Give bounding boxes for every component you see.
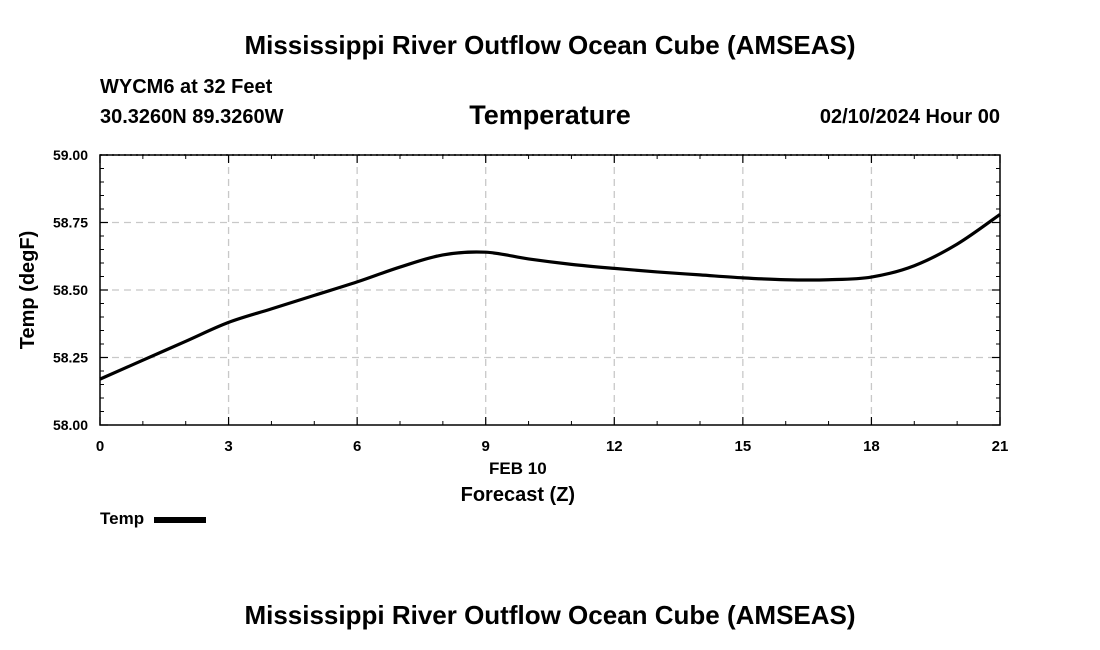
x-tick-label: 12 [606,438,623,455]
station-coordinates: 30.3260N 89.3260W [100,106,284,128]
x-axis-label: Forecast (Z) [461,484,575,506]
y-tick-label: 59.00 [53,147,88,163]
y-tick-label: 58.50 [53,282,88,298]
x-tick-label: 3 [224,438,232,455]
grid-lines [100,154,1000,425]
x-tick-label: 6 [353,438,361,455]
legend: Temp [100,509,207,529]
y-axis-label: Temp (degF) [17,231,39,350]
forecast-datetime: 02/10/2024 Hour 00 [819,106,1000,128]
footer-title: Mississippi River Outflow Ocean Cube (AM… [244,600,856,630]
legend-label: Temp [100,509,145,528]
x-tick-label: 18 [863,438,880,455]
x-tick-label: 9 [482,438,490,455]
station-label: WYCM6 at 32 Feet [100,76,273,98]
chart-title: Temperature [469,100,631,130]
legend-line-swatch [154,517,207,523]
y-tick-label: 58.75 [53,215,88,231]
series-line-temp [99,213,1001,381]
series-layer [99,213,1001,381]
y-tick-label: 58.00 [53,417,88,433]
y-tick-label: 58.25 [53,350,88,366]
main-title: Mississippi River Outflow Ocean Cube (AM… [244,30,856,60]
x-axis-date-label: FEB 10 [489,459,547,478]
x-tick-label: 15 [735,438,752,455]
x-tick-label: 21 [992,438,1009,455]
axis-ticks: 0 3 6 9 12 15 18 21 58.00 58.25 58.50 58.75 59.00 [53,147,1008,455]
x-tick-label: 0 [96,438,104,455]
